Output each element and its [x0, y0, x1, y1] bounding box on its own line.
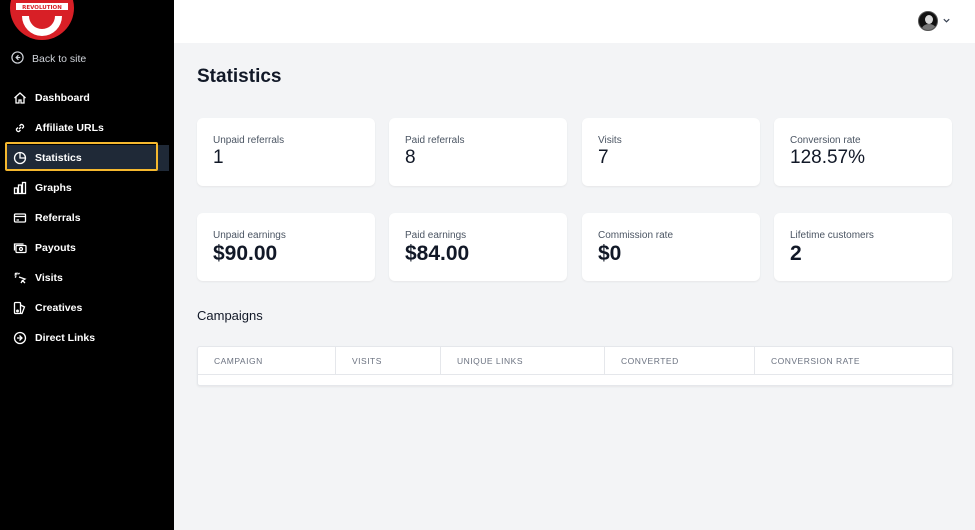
- column-header-unique-links[interactable]: UNIQUE LINKS: [441, 347, 605, 374]
- top-bar: [174, 0, 975, 43]
- stat-card-commission-rate: Commission rate $0: [582, 213, 760, 281]
- sidebar: REVOLUTION Back to site Dashboard Affili…: [0, 0, 174, 530]
- arrow-circle-right-icon: [12, 330, 28, 346]
- column-header-campaign[interactable]: CAMPAIGN: [198, 347, 336, 374]
- sidebar-item-visits[interactable]: Visits: [7, 265, 169, 291]
- page-title: Statistics: [197, 66, 282, 87]
- stat-value: 8: [405, 147, 416, 168]
- sidebar-item-payouts[interactable]: Payouts: [7, 235, 169, 261]
- stat-card-paid-referrals: Paid referrals 8: [389, 118, 567, 186]
- cursor-click-icon: [12, 270, 28, 286]
- stat-value: 128.57%: [790, 147, 866, 168]
- column-header-conversion-rate[interactable]: CONVERSION RATE: [771, 355, 861, 366]
- svg-text:REVOLUTION: REVOLUTION: [22, 5, 62, 11]
- sidebar-item-label: Graphs: [35, 182, 72, 194]
- stat-card-visits: Visits 7: [582, 118, 760, 186]
- sidebar-item-dashboard[interactable]: Dashboard: [7, 85, 169, 111]
- cash-icon: [12, 240, 28, 256]
- pie-chart-icon: [12, 150, 28, 166]
- stat-card-lifetime-customers: Lifetime customers 2: [774, 213, 952, 281]
- stat-value: 1: [213, 147, 224, 168]
- link-icon: [12, 120, 28, 136]
- bar-chart-icon: [12, 180, 28, 196]
- sidebar-item-label: Dashboard: [35, 92, 90, 104]
- stat-value: $0: [598, 242, 622, 265]
- stat-value: $90.00: [213, 242, 278, 265]
- campaigns-heading: Campaigns: [197, 308, 263, 323]
- stat-label: Unpaid earnings: [213, 230, 286, 241]
- stat-value: 7: [598, 147, 609, 168]
- stat-card-paid-earnings: Paid earnings $84.00: [389, 213, 567, 281]
- column-header-converted[interactable]: CONVERTED: [605, 347, 755, 374]
- back-to-site-label: Back to site: [32, 53, 87, 65]
- brand-logo[interactable]: REVOLUTION: [10, 0, 74, 44]
- sidebar-item-statistics[interactable]: Statistics: [7, 145, 169, 171]
- sidebar-item-referrals[interactable]: Referrals: [7, 205, 169, 231]
- stat-card-conversion-rate: Conversion rate 128.57%: [774, 118, 952, 186]
- stat-card-unpaid-earnings: Unpaid earnings $90.00: [197, 213, 375, 281]
- sidebar-item-direct-links[interactable]: Direct Links: [7, 325, 169, 351]
- column-header-visits[interactable]: VISITS: [336, 347, 441, 374]
- user-menu-button[interactable]: [918, 11, 951, 31]
- stat-label: Paid earnings: [405, 230, 467, 241]
- back-to-site-link[interactable]: Back to site: [11, 51, 86, 67]
- chevron-down-icon[interactable]: [942, 12, 951, 30]
- sidebar-item-label: Creatives: [35, 302, 83, 314]
- campaigns-table: CAMPAIGN VISITS UNIQUE LINKS CONVERTED C…: [197, 346, 953, 386]
- sidebar-item-graphs[interactable]: Graphs: [7, 175, 169, 201]
- stat-label: Conversion rate: [790, 135, 861, 146]
- stat-card-unpaid-referrals: Unpaid referrals 1: [197, 118, 375, 186]
- home-icon: [12, 90, 28, 106]
- sidebar-item-label: Visits: [35, 272, 63, 284]
- stat-label: Commission rate: [598, 230, 674, 241]
- stat-label: Lifetime customers: [790, 230, 874, 241]
- stat-label: Unpaid referrals: [213, 135, 285, 146]
- stat-value: 2: [790, 242, 802, 265]
- sidebar-item-affiliate-urls[interactable]: Affiliate URLs: [7, 115, 169, 141]
- sidebar-item-creatives[interactable]: Creatives: [7, 295, 169, 321]
- user-avatar[interactable]: [918, 11, 938, 31]
- stat-label: Paid referrals: [405, 135, 465, 146]
- sidebar-item-label: Affiliate URLs: [35, 122, 104, 134]
- credit-card-icon: [12, 210, 28, 226]
- sidebar-item-label: Statistics: [35, 152, 82, 164]
- stat-label: Visits: [598, 135, 622, 146]
- stat-value: $84.00: [405, 242, 470, 265]
- sidebar-item-label: Payouts: [35, 242, 76, 254]
- sidebar-item-label: Referrals: [35, 212, 81, 224]
- creatives-icon: [12, 300, 28, 316]
- sidebar-item-label: Direct Links: [35, 332, 96, 344]
- table-header-row: CAMPAIGN VISITS UNIQUE LINKS CONVERTED C…: [198, 347, 952, 375]
- arrow-circle-left-icon: [11, 51, 24, 67]
